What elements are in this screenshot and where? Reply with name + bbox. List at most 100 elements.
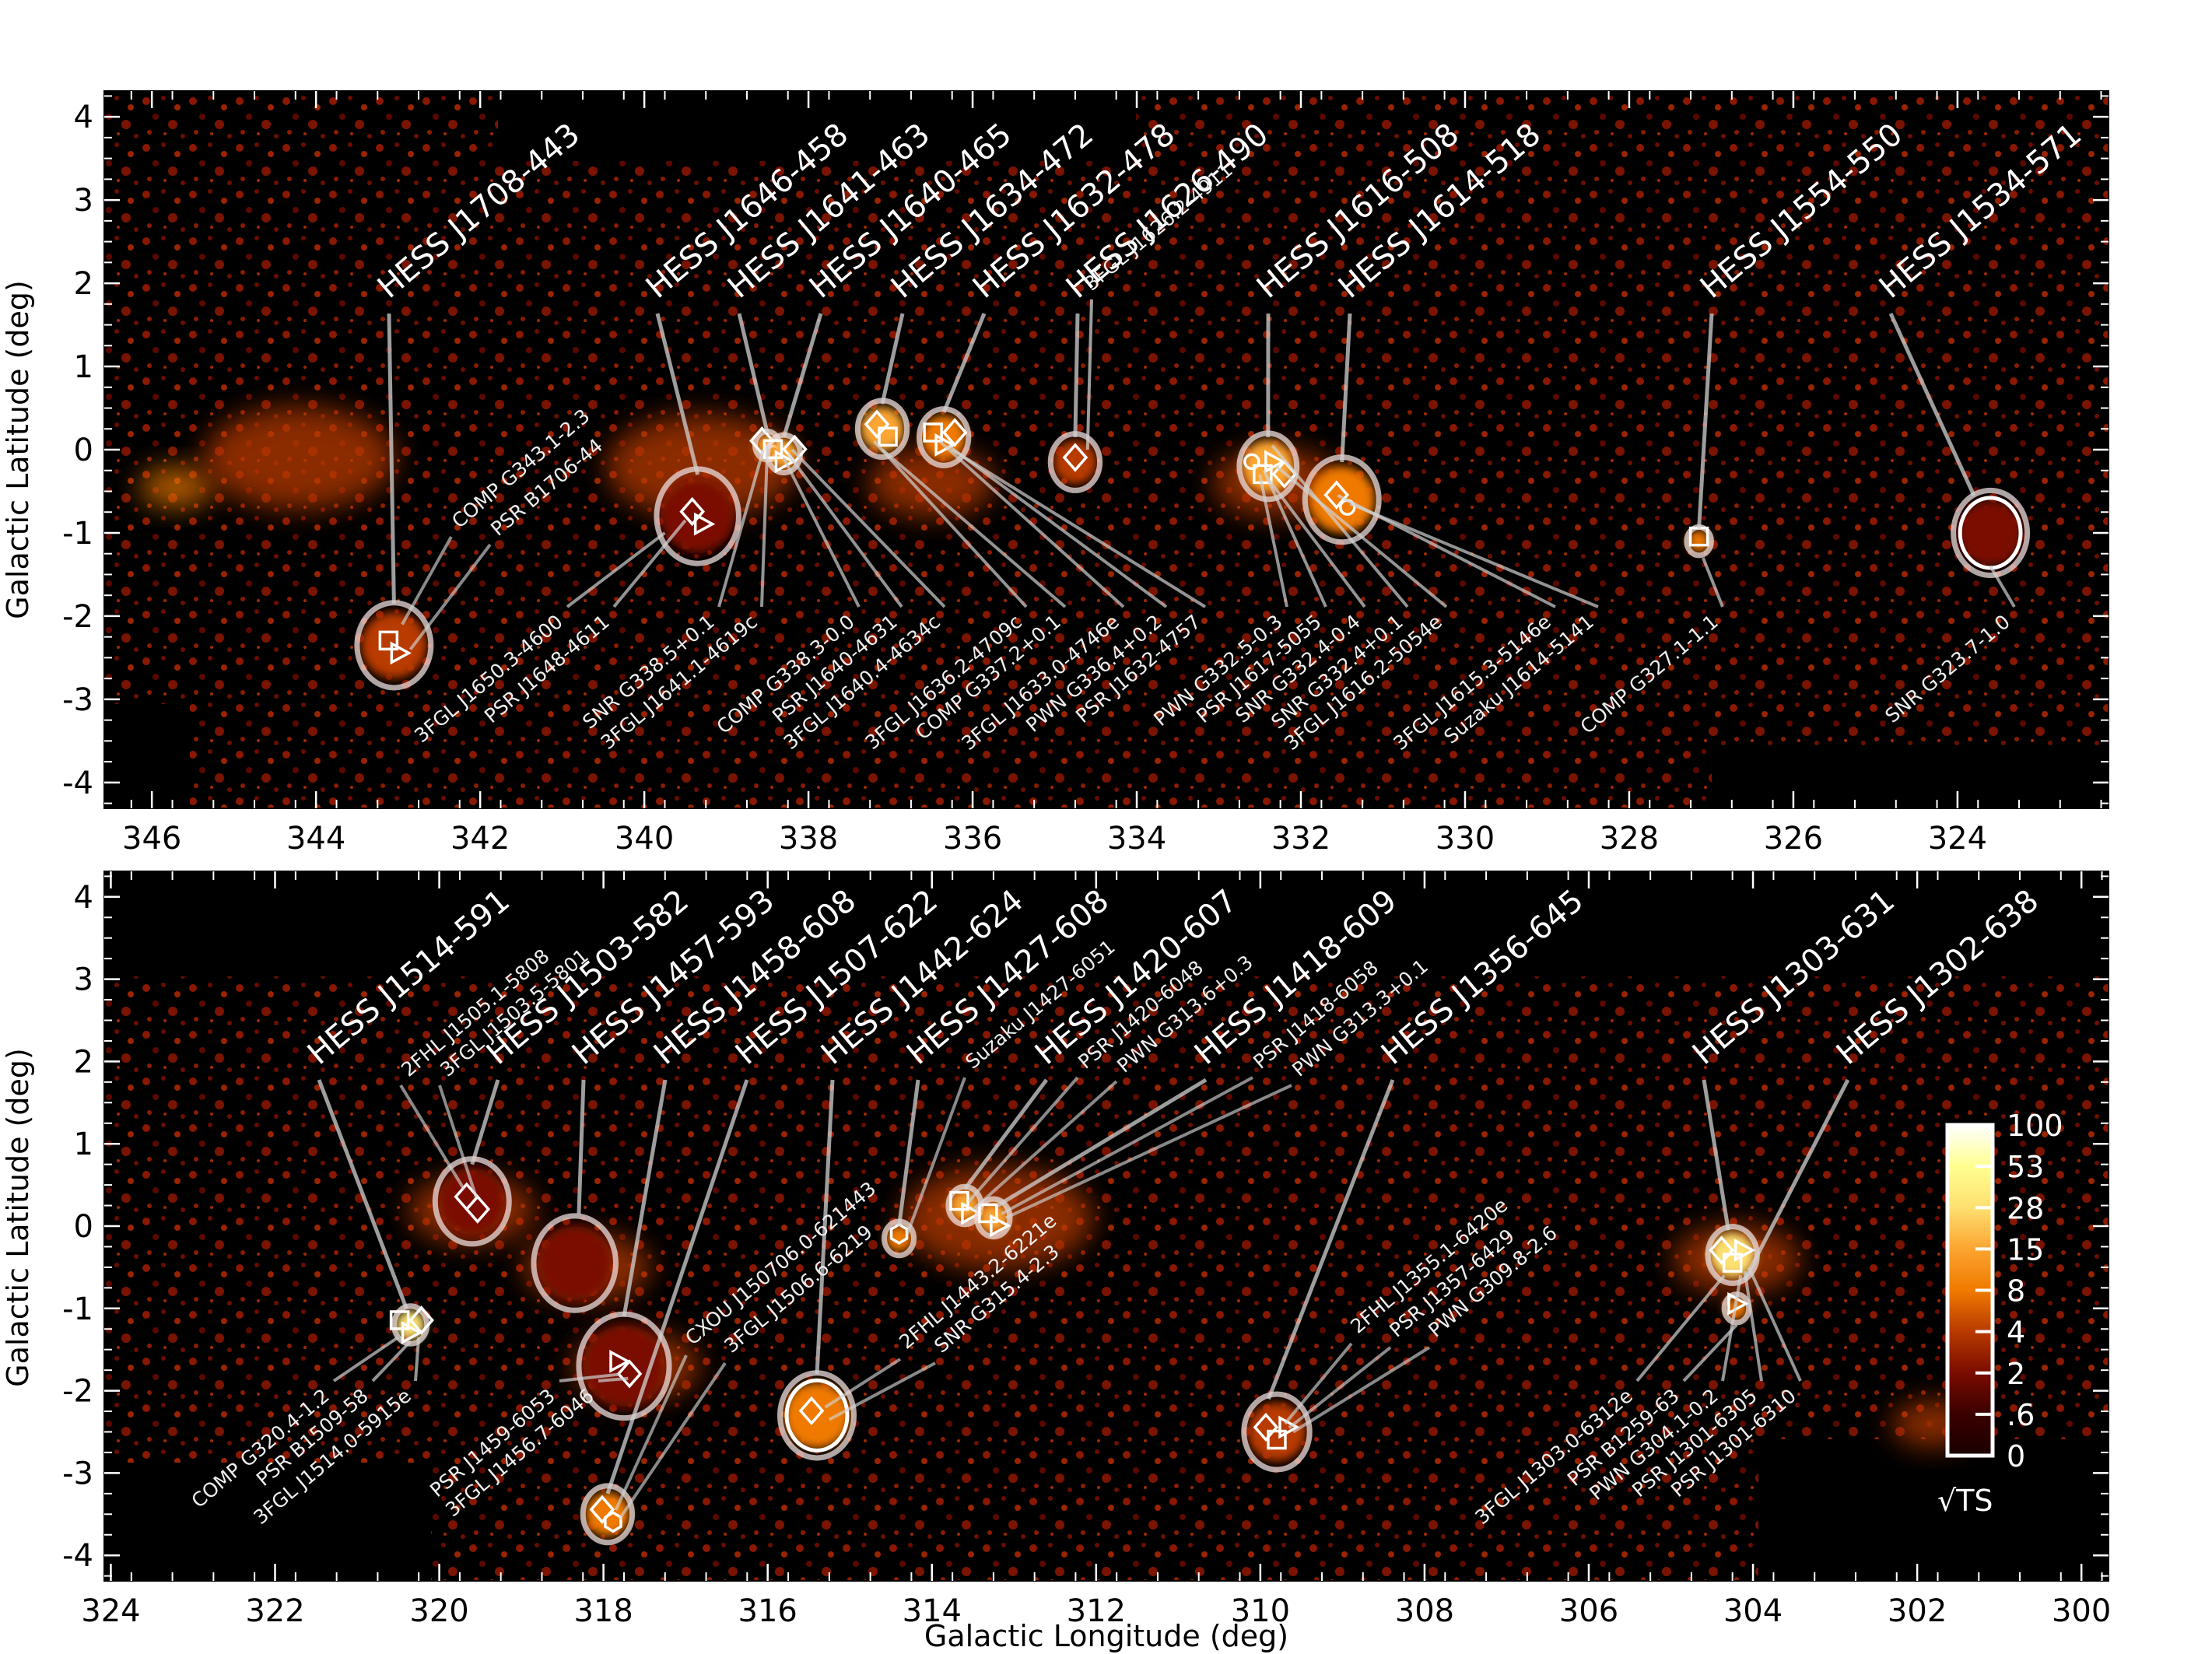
y-tick-label: 3	[74, 183, 93, 219]
x-axis-title: Galactic Longitude (deg)	[924, 1619, 1288, 1653]
survey-gap-bottom-left	[104, 704, 190, 808]
diffuse-emission	[203, 406, 396, 510]
colorbar: 0 .6 2 4 8 15 28 53 100 √TS	[1937, 1109, 2063, 1518]
leader-line	[791, 448, 946, 608]
source-extent-circle	[531, 1213, 619, 1313]
leader-line	[782, 457, 861, 608]
leader-line	[1349, 502, 1599, 608]
y-tick-label: 2	[74, 1044, 93, 1080]
leader-line	[906, 1077, 966, 1235]
leader-line	[559, 1372, 620, 1382]
leader-line	[1747, 1267, 1802, 1382]
leader-line	[1283, 1342, 1353, 1425]
leader-line	[401, 536, 453, 626]
leader-line	[414, 1337, 421, 1382]
leader-line	[438, 1085, 478, 1198]
leader-line	[1743, 1078, 1850, 1281]
leader-line	[815, 1079, 835, 1375]
leader-line	[1004, 1084, 1292, 1220]
leader-line	[605, 1079, 749, 1495]
square-marker-icon	[949, 1190, 969, 1211]
leader-line	[760, 445, 769, 608]
leader-line	[951, 448, 1207, 608]
leader-line	[1085, 299, 1094, 450]
x-tick-label: 338	[779, 821, 838, 857]
colorbar-tick-label: 2	[2007, 1357, 2025, 1391]
triangle-marker-icon	[693, 512, 716, 536]
source-hess-j1503-582	[432, 1156, 512, 1247]
leader-line	[996, 1078, 1208, 1207]
leader-line	[938, 440, 1125, 608]
source-hess-j1708-443	[354, 600, 434, 691]
leader-line	[622, 1079, 668, 1317]
square-marker-icon	[1267, 1429, 1287, 1450]
leader-line	[787, 453, 903, 608]
leader-line	[782, 313, 823, 438]
diamond-marker-icon	[941, 418, 968, 447]
leader-line	[941, 313, 987, 413]
diffuse-emission	[138, 467, 214, 507]
square-marker-icon	[762, 439, 783, 460]
y-tick-label: 3	[74, 962, 93, 998]
leader-line	[1275, 464, 1448, 608]
triangle-marker-icon	[390, 641, 412, 665]
leader-line	[828, 1361, 936, 1421]
triangle-marker-icon	[609, 1349, 631, 1373]
diamond-marker-icon	[798, 1396, 825, 1425]
x-tick-label: 310	[1231, 1593, 1290, 1629]
survey-gap-bottom-right	[1758, 1439, 2109, 1581]
triangle-marker-icon	[1278, 1415, 1300, 1439]
y-tick-label: -4	[62, 766, 93, 801]
square-marker-icon	[389, 1310, 410, 1330]
colorbar-tick-label: 8	[2007, 1274, 2025, 1309]
y-tick-label: 4	[74, 880, 93, 916]
colorbar-tick-label: 4	[2007, 1316, 2025, 1350]
square-marker-icon	[1722, 1253, 1743, 1273]
leader-line	[317, 1079, 408, 1309]
hexagon-marker-icon	[604, 1511, 622, 1533]
leader-line	[399, 1084, 465, 1190]
survey-gap-top-right	[498, 91, 1136, 161]
leader-line	[1267, 1079, 1395, 1400]
diamond-marker-icon	[1253, 1412, 1279, 1442]
source-emission	[538, 1226, 612, 1301]
x-tick-label: 334	[1107, 821, 1166, 857]
y-tick-label: -2	[62, 599, 93, 635]
x-tick-label: 330	[1436, 821, 1495, 857]
y-tick-label: 1	[74, 349, 93, 385]
leader-line	[1888, 312, 1976, 496]
leader-line	[332, 1336, 399, 1382]
source-hess-j1303-631	[1705, 1224, 1760, 1286]
y-tick-label: 1	[74, 1127, 93, 1162]
diamond-marker-icon	[464, 1194, 491, 1224]
triangle-marker-icon	[990, 1214, 1011, 1238]
source-emission	[1688, 530, 1710, 552]
colorbar-tick-label: 15	[2007, 1232, 2044, 1267]
leader-line	[614, 1354, 688, 1511]
leader-line	[612, 519, 687, 608]
x-tick-label: 332	[1271, 821, 1330, 857]
leader-line	[1288, 1346, 1392, 1429]
map-background	[104, 91, 2109, 808]
x-tick-label: 308	[1395, 1593, 1454, 1629]
x-tick-label: 302	[1888, 1593, 1947, 1629]
colorbar-title: √TS	[1937, 1484, 1993, 1518]
source-hess-j1457-593	[531, 1213, 619, 1313]
y-tick-label: 0	[74, 433, 93, 468]
survey-gap-bottom-right	[1712, 747, 2109, 808]
diamond-marker-icon	[1709, 1235, 1734, 1265]
source-hess-j1646-458	[654, 466, 741, 566]
leader-line	[1073, 313, 1080, 438]
leader-line	[1635, 1274, 1726, 1382]
x-tick-label: 306	[1559, 1593, 1618, 1629]
leader-line	[1721, 1275, 1743, 1382]
x-tick-label: 324	[1928, 821, 1987, 857]
leader-line	[1702, 557, 1724, 608]
leader-line	[1267, 478, 1366, 608]
leader-line	[717, 449, 765, 608]
triangle-marker-icon	[401, 1321, 423, 1344]
leader-line	[566, 531, 666, 608]
leader-line	[1292, 1346, 1431, 1434]
y-tick-label: 0	[74, 1209, 93, 1245]
